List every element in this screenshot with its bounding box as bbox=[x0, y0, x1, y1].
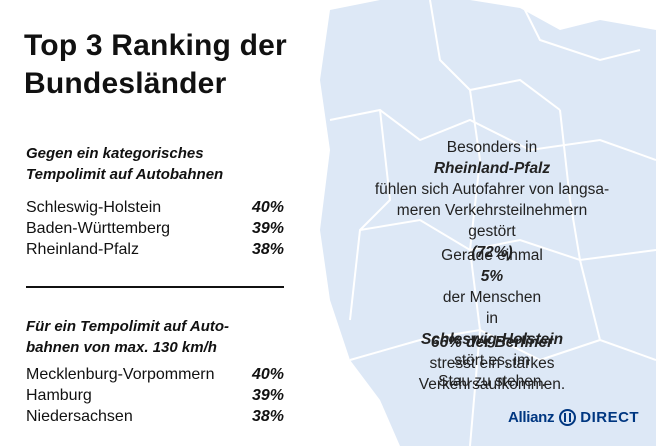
allianz-eagle-icon bbox=[559, 409, 577, 426]
state-name: Niedersachsen bbox=[26, 408, 133, 425]
fact-line: 66% der Berliner stresst ein starkes bbox=[340, 332, 644, 374]
list-item: Niedersachsen 38% bbox=[26, 406, 284, 427]
state-borders bbox=[329, 0, 656, 446]
state-name: Rheinland-Pfalz bbox=[26, 241, 139, 258]
fact-text: der Menschen bbox=[442, 289, 542, 306]
state-percent: 39% bbox=[251, 220, 284, 237]
against-limit-list: Schleswig-Holstein 40% Baden-Württemberg… bbox=[26, 197, 284, 260]
for-limit-heading: Für ein Tempolimit auf Auto- bahnen von … bbox=[26, 316, 229, 358]
fact-text: Gerade einmal bbox=[441, 247, 543, 264]
title-line-1: Top 3 Ranking der bbox=[24, 29, 287, 62]
fact-highlight: Rheinland-Pfalz bbox=[433, 160, 551, 177]
fact-text: . bbox=[489, 265, 495, 282]
section-divider bbox=[26, 286, 284, 288]
for-limit-heading-line-1: Für ein Tempolimit auf Auto- bbox=[26, 318, 230, 335]
state-name: Mecklenburg-Vorpommern bbox=[26, 366, 215, 383]
fact-paragraph-3: 66% der Berliner stresst ein starkes Ver… bbox=[340, 332, 644, 395]
fact-paragraph-1: Besonders in Rheinland-Pfalz fühlen sich… bbox=[340, 137, 644, 284]
fact-line: gestört (72%). bbox=[340, 221, 644, 284]
fact-line: Verkehrsaufkommen. bbox=[418, 376, 566, 393]
fact-line: Besonders in Rheinland-Pfalz bbox=[340, 137, 644, 179]
fact-line: Stau zu stehen. bbox=[438, 373, 546, 390]
fact-text: Besonders in bbox=[446, 139, 538, 156]
for-limit-heading-line-2: bahnen von max. 130 km/h bbox=[26, 339, 217, 356]
fact-line: Gerade einmal 5% der Menschen bbox=[340, 245, 644, 308]
state-name: Baden-Württemberg bbox=[26, 220, 171, 237]
state-percent: 40% bbox=[251, 366, 284, 383]
fact-highlight: 5% bbox=[480, 268, 504, 285]
title-line-2: Bundesländer bbox=[24, 67, 227, 100]
list-item: Rheinland-Pfalz 38% bbox=[26, 239, 284, 260]
list-item: Schleswig-Holstein 40% bbox=[26, 197, 284, 218]
fact-highlight: Schleswig-Holstein bbox=[420, 331, 564, 348]
state-percent: 39% bbox=[251, 387, 284, 404]
fact-text: in bbox=[485, 310, 499, 327]
fact-line: meren Verkehrsteilnehmern bbox=[396, 202, 588, 219]
state-percent: 40% bbox=[251, 199, 284, 216]
fact-line: in Schleswig-Holstein stört es, im bbox=[340, 308, 644, 371]
logo-product: DIRECT bbox=[580, 409, 640, 426]
against-limit-heading: Gegen ein kategorisches Tempolimit auf A… bbox=[26, 143, 223, 185]
fact-text: stört es, im bbox=[454, 352, 530, 369]
germany-map-shape bbox=[320, 0, 656, 446]
list-item: Mecklenburg-Vorpommern 40% bbox=[26, 364, 284, 385]
against-limit-heading-line-1: Gegen ein kategorisches bbox=[26, 145, 204, 162]
state-name: Hamburg bbox=[26, 387, 92, 404]
state-percent: 38% bbox=[251, 241, 284, 258]
list-item: Hamburg 39% bbox=[26, 385, 284, 406]
state-percent: 38% bbox=[251, 408, 284, 425]
fact-paragraph-2: Gerade einmal 5% der Menschen in Schlesw… bbox=[340, 245, 644, 392]
fact-text: stresst ein starkes bbox=[429, 355, 555, 372]
fact-text: gestört bbox=[468, 223, 516, 240]
page-title: Top 3 Ranking der Bundesländer bbox=[24, 27, 287, 103]
against-limit-heading-line-2: Tempolimit auf Autobahnen bbox=[26, 166, 224, 183]
allianz-direct-logo: Allianz DIRECT bbox=[508, 409, 639, 426]
fact-highlight: (72%) bbox=[471, 244, 513, 261]
state-name: Schleswig-Holstein bbox=[26, 199, 162, 216]
fact-highlight: 66% der Berliner bbox=[430, 334, 554, 351]
for-limit-list: Mecklenburg-Vorpommern 40% Hamburg 39% N… bbox=[26, 364, 284, 427]
list-item: Baden-Württemberg 39% bbox=[26, 218, 284, 239]
logo-brand: Allianz bbox=[508, 409, 555, 426]
fact-line: fühlen sich Autofahrer von langsa- bbox=[374, 181, 610, 198]
